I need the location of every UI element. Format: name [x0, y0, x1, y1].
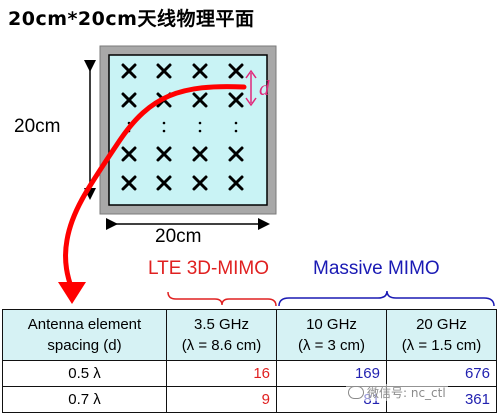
watermark-text: 微信号: nc_ctl: [367, 386, 446, 400]
lte-brace: [167, 291, 277, 307]
antenna-element-cross: [156, 146, 172, 162]
spacing-d-label: d: [259, 76, 270, 100]
antenna-element-cross: [192, 92, 208, 108]
page-title: 20cm*20cm天线物理平面: [8, 8, 255, 30]
header-label-line1: Antenna element: [27, 316, 142, 333]
antenna-element-cross: [121, 146, 137, 162]
red-curve-arrow: [63, 84, 247, 293]
freq-label: 3.5 GHz: [193, 316, 250, 333]
freq-label: 10 GHz: [306, 316, 357, 333]
ellipsis-dot: [198, 129, 202, 133]
antenna-element-grid: [121, 63, 244, 191]
element-count-20ghz: 676: [386, 360, 497, 387]
element-count-lte: 9: [166, 386, 277, 413]
ellipsis-dot: [198, 121, 202, 125]
antenna-element-cross: [156, 175, 172, 191]
antenna-element-cross: [228, 146, 244, 162]
header-label-line2: spacing (d): [7, 335, 162, 356]
massive-brace: [278, 290, 495, 307]
antenna-element-cross: [228, 92, 244, 108]
antenna-element-cross: [192, 63, 208, 79]
wechat-icon: [348, 386, 364, 399]
antenna-element-cross: [121, 92, 137, 108]
antenna-element-cross: [192, 175, 208, 191]
ellipsis-dot: [162, 121, 166, 125]
spacing-table: Antenna element spacing (d) 3.5 GHz (λ =…: [2, 309, 497, 413]
spacing-value: 0.5 λ: [2, 360, 167, 387]
bottom-dimension-label: 20cm: [155, 226, 202, 247]
ellipsis-dot: [162, 129, 166, 133]
header-label-line2-text: spacing (d): [47, 337, 122, 354]
antenna-element-cross: [228, 63, 244, 79]
element-count-10ghz: 169: [276, 360, 387, 387]
antenna-element-cross: [121, 63, 137, 79]
red-arrow-head: [58, 282, 86, 304]
massive-mimo-label: Massive MIMO: [313, 258, 440, 279]
lambda-label: (λ = 3 cm): [297, 337, 366, 354]
lambda-label: (λ = 1.5 cm): [401, 337, 482, 354]
header-col-3-5ghz: 3.5 GHz (λ = 8.6 cm): [166, 309, 277, 361]
ellipsis-dot: [234, 129, 238, 133]
antenna-element-cross: [121, 175, 137, 191]
header-col-10ghz: 10 GHz (λ = 3 cm): [276, 309, 387, 361]
table-row: 0.5 λ 16 169 676: [2, 360, 497, 387]
header-col-20ghz: 20 GHz (λ = 1.5 cm): [386, 309, 497, 361]
table-header-row: Antenna element spacing (d) 3.5 GHz (λ =…: [2, 309, 497, 361]
element-count-lte: 16: [166, 360, 277, 387]
ellipsis-dot: [234, 121, 238, 125]
spacing-value: 0.7 λ: [2, 386, 167, 413]
antenna-element-cross: [228, 175, 244, 191]
lte-3d-mimo-label: LTE 3D-MIMO: [148, 258, 270, 279]
header-spacing-cell: Antenna element spacing (d): [2, 309, 167, 361]
side-dimension-label: 20cm: [14, 116, 61, 137]
antenna-element-cross: [156, 63, 172, 79]
watermark: 微信号: nc_ctl: [346, 384, 448, 401]
antenna-element-cross: [192, 146, 208, 162]
freq-label: 20 GHz: [416, 316, 467, 333]
lambda-label: (λ = 8.6 cm): [181, 337, 262, 354]
